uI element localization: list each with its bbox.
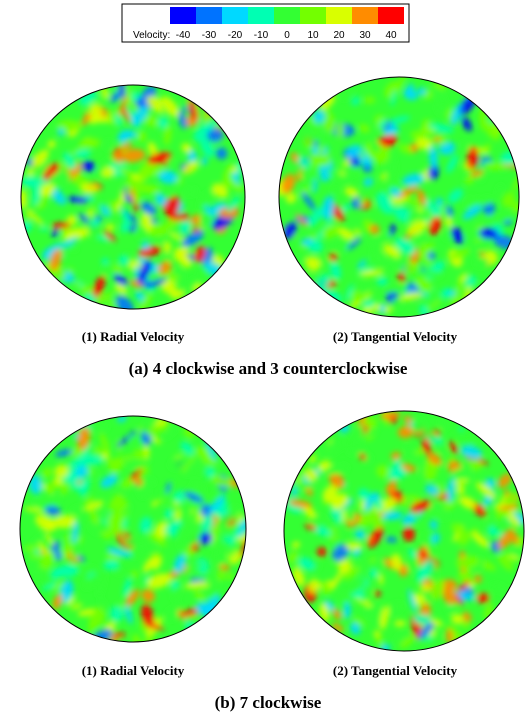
colorbar-tick-label: -20 xyxy=(228,30,243,41)
plot-label: (2) Tangential Velocity xyxy=(333,663,458,678)
plot-label: (1) Radial Velocity xyxy=(82,329,185,344)
plot-label: (1) Radial Velocity xyxy=(82,663,185,678)
field-blob xyxy=(110,606,124,622)
field-blob xyxy=(141,479,155,486)
figure: Velocity: (1) Radial Velocity (2) Tangen… xyxy=(0,0,528,715)
velocity-field xyxy=(16,410,253,649)
colorbar-swatch xyxy=(170,7,196,24)
velocity-field xyxy=(273,66,525,319)
colorbar-tick-label: -10 xyxy=(254,30,269,41)
colorbar-swatch xyxy=(196,7,222,24)
colorbar-swatch xyxy=(274,7,300,24)
colorbar-swatch xyxy=(378,7,404,24)
colorbar-tick-label: 40 xyxy=(385,30,397,41)
colorbar-tick-label: 30 xyxy=(359,30,371,41)
panel-caption: (b) 7 clockwise xyxy=(215,693,322,712)
colorbar-swatch xyxy=(300,7,326,24)
colorbar-tick-label: 10 xyxy=(307,30,319,41)
velocity-field xyxy=(10,72,246,318)
colorbar-swatch xyxy=(326,7,352,24)
colorbar-swatch xyxy=(248,7,274,24)
field-blob xyxy=(231,166,238,173)
colorbar-label: Velocity: xyxy=(133,30,170,41)
plot-label: (2) Tangential Velocity xyxy=(333,329,458,344)
colorbar-swatch xyxy=(222,7,248,24)
colorbar-tick-label: 0 xyxy=(284,30,290,41)
panel-caption: (a) 4 clockwise and 3 counterclockwise xyxy=(129,359,408,378)
colorbar-tick-label: -30 xyxy=(202,30,217,41)
velocity-field xyxy=(278,409,528,656)
colorbar-swatch xyxy=(352,7,378,24)
field-blob xyxy=(18,189,27,208)
colorbar-tick-label: -40 xyxy=(176,30,191,41)
colorbar-tick-label: 20 xyxy=(333,30,345,41)
